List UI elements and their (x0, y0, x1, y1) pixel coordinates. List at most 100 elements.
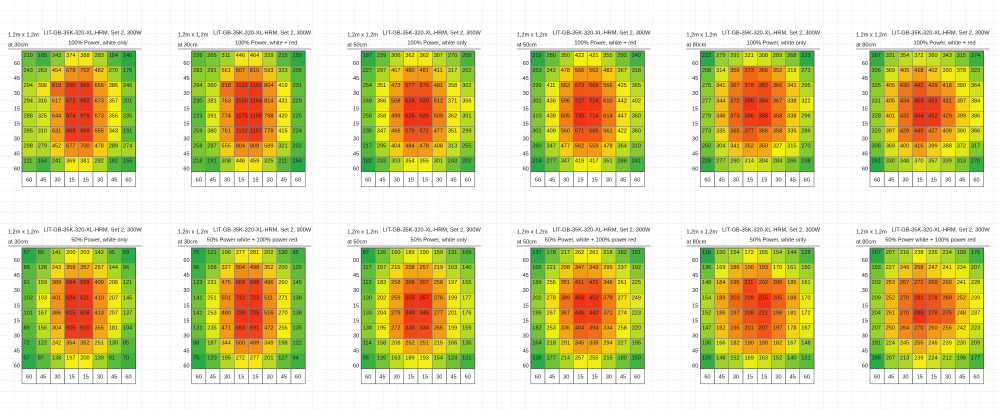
cell-value: 141 (52, 250, 61, 256)
cell-value: 219 (434, 265, 443, 271)
cell-value: 169 (745, 356, 754, 362)
panel-subtitle: 50% Power, white only (71, 237, 127, 243)
col-label: 45 (549, 177, 555, 183)
cell-value: 310 (632, 144, 641, 150)
cell-value: 87 (38, 356, 44, 362)
cell-value: 325 (38, 113, 47, 119)
cell-value: 214 (561, 356, 570, 362)
cell-value: 308 (222, 159, 231, 165)
cell-value: 500 (236, 341, 245, 347)
cell-value: 501 (222, 295, 231, 301)
cell-value: 331 (872, 98, 881, 104)
cell-value: 362 (420, 53, 429, 59)
cell-value: 419 (575, 159, 584, 165)
cell-value: 276 (434, 295, 443, 301)
cell-value: 199 (957, 250, 966, 256)
col-label: 30 (97, 374, 103, 380)
cell-value: 589 (264, 144, 273, 150)
cell-value: 360 (928, 53, 937, 59)
cell-value: 339 (943, 159, 952, 165)
cell-value: 95 (363, 356, 369, 362)
panel-size: 1,2m x 1,2m (686, 32, 717, 38)
cell-value: 577 (405, 83, 414, 89)
cell-value: 335 (787, 129, 796, 135)
row-label: 60 (183, 364, 189, 370)
cell-value: 482 (603, 68, 612, 74)
row-label: 15 (862, 318, 868, 324)
cell-value: 184 (109, 53, 118, 59)
cell-value: 351 (448, 129, 457, 135)
cell-value: 388 (759, 113, 768, 119)
panel-title: LIT-GB-35K-320-XL-HRM, Set 2, 300W (44, 227, 143, 233)
cell-value: 195 (730, 280, 739, 286)
cell-value: 338 (787, 113, 796, 119)
col-label: 15 (83, 374, 89, 380)
cell-value: 211 (745, 280, 754, 286)
cell-value: 253 (207, 310, 216, 316)
cell-value: 369 (886, 68, 895, 74)
cell-value: 360 (207, 83, 216, 89)
cell-value: 673 (95, 98, 104, 104)
panel-title: LIT-GB-35K-320-XL-HRM, Set 2, 300W (552, 227, 651, 233)
cell-value: 356 (730, 68, 739, 74)
cell-value: 266 (787, 159, 796, 165)
col-label: 30 (267, 374, 273, 380)
row-label: 60 (862, 258, 868, 264)
cell-value: 291 (561, 341, 570, 347)
cell-value: 159 (293, 53, 302, 59)
row-label: 45 (523, 76, 529, 82)
cell-value: 144 (109, 265, 118, 271)
cell-value: 357 (420, 295, 429, 301)
panel-title: LIT-GB-35K-320-XL-HRM, Set 2, 300W (383, 30, 482, 36)
cell-value: 700 (80, 144, 89, 150)
cell-value: 163 (759, 356, 768, 362)
cell-value: 308 (405, 280, 414, 286)
cell-value: 399 (928, 144, 937, 150)
cell-value: 117 (363, 265, 372, 271)
col-label: 30 (902, 177, 908, 183)
cell-value: 109 (462, 250, 471, 256)
cell-value: 325 (872, 83, 881, 89)
cell-value: 388 (943, 144, 952, 150)
cell-value: 362 (405, 53, 414, 59)
cell-value: 166 (532, 265, 541, 271)
cell-value: 357 (80, 265, 89, 271)
col-label-cell (629, 368, 645, 385)
col-label: 30 (436, 374, 442, 380)
cell-value: 355 (420, 159, 429, 165)
cell-value: 367 (618, 68, 627, 74)
cell-value: 918 (222, 83, 231, 89)
cell-value: 197 (730, 310, 739, 316)
row-label: 30 (14, 334, 20, 340)
cell-value: 254 (363, 83, 372, 89)
cell-value: 160 (391, 250, 400, 256)
cell-value: 227 (618, 341, 627, 347)
cell-value: 259 (193, 129, 202, 135)
cell-value: 714 (589, 113, 598, 119)
cell-value: 481 (434, 83, 443, 89)
cell-value: 251 (886, 310, 895, 316)
row-label: 60 (523, 167, 529, 173)
cell-value: 358 (448, 83, 457, 89)
cell-value: 202 (872, 280, 881, 286)
cell-value: 128 (801, 250, 810, 256)
cell-value: 563 (561, 83, 570, 89)
col-label-cell (121, 171, 136, 188)
cell-value: 374 (66, 53, 75, 59)
col-label: 15 (69, 177, 75, 183)
col-label: 45 (790, 374, 796, 380)
cell-value: 404 (575, 326, 584, 332)
col-label: 15 (577, 374, 583, 380)
cell-value: 154 (434, 356, 443, 362)
row-label: 15 (353, 303, 359, 309)
cell-value: 193 (38, 295, 47, 301)
row-label: 30 (523, 91, 529, 97)
cell-value: 366 (773, 83, 782, 89)
cell-value: 419 (278, 83, 287, 89)
cell-value: 227 (363, 68, 372, 74)
cell-value: 262 (462, 68, 471, 74)
cell-value: 279 (702, 113, 711, 119)
cell-value: 405 (886, 98, 895, 104)
cell-value: 165 (38, 53, 47, 59)
cell-value: 969 (66, 129, 75, 135)
